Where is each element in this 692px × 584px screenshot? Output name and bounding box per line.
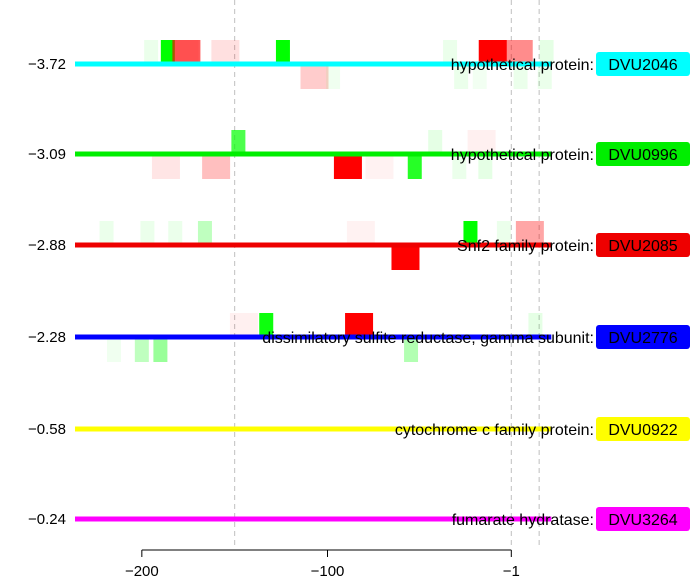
binding-site-mark (537, 65, 552, 89)
binding-site-mark (528, 313, 543, 337)
gene-description-label: cytochrome c family protein: (395, 422, 594, 439)
gene-score-label: −2.88 (28, 237, 66, 254)
binding-site-mark (202, 155, 231, 179)
binding-site-mark (333, 155, 362, 179)
binding-site-mark (454, 65, 469, 89)
gene-id-badge (596, 233, 690, 257)
binding-site-mark (211, 40, 240, 64)
binding-site-mark (229, 313, 258, 337)
binding-site-mark (168, 221, 183, 245)
binding-site-mark (151, 155, 180, 179)
binding-site-mark (428, 130, 443, 154)
gene-score-label: −2.28 (28, 329, 66, 346)
gene-id-badge (596, 507, 690, 531)
binding-site-mark (452, 155, 467, 179)
binding-site-mark (197, 221, 212, 245)
binding-site-mark (259, 313, 274, 337)
gene-score-label: −3.09 (28, 146, 66, 163)
gene-id-badge (596, 52, 690, 76)
binding-site-mark (144, 40, 159, 64)
binding-site-mark (467, 130, 496, 154)
x-tick-label: −100 (311, 563, 345, 580)
binding-site-mark (496, 221, 511, 245)
gene-id-label: DVU0922 (608, 422, 677, 439)
binding-site-mark (463, 221, 478, 245)
gene-score-label: −0.58 (28, 421, 66, 438)
binding-site-mark (106, 338, 121, 362)
binding-site-mark (391, 246, 420, 270)
binding-site-mark (365, 155, 394, 179)
gene-id-label: DVU2085 (608, 238, 677, 255)
binding-site-mark (172, 40, 201, 64)
binding-site-mark (275, 40, 290, 64)
binding-site-mark (160, 40, 175, 64)
gene-id-label: DVU0996 (608, 147, 677, 164)
gene-score-label: −3.72 (28, 56, 66, 73)
binding-site-mark (504, 40, 533, 64)
binding-site-mark (443, 40, 458, 64)
binding-site-mark (153, 338, 168, 362)
gene-description-label: hypothetical protein: (451, 147, 594, 164)
binding-site-mark (326, 65, 341, 89)
gene-score-label: −0.24 (28, 511, 66, 528)
binding-site-mark (539, 40, 554, 64)
gene-id-label: DVU2776 (608, 330, 677, 347)
gene-description-label: hypothetical protein: (451, 57, 594, 74)
gene-id-label: DVU3264 (608, 512, 677, 529)
x-tick-label: −200 (125, 563, 159, 580)
binding-site-mark (407, 155, 422, 179)
binding-site-mark (515, 221, 544, 245)
gene-id-badge (596, 325, 690, 349)
gene-description-label: Snf2 family protein: (457, 238, 594, 255)
binding-site-mark (513, 65, 528, 89)
gene-id-badge (596, 417, 690, 441)
gene-description-label: dissimilatory sulfite reductase, gamma s… (262, 330, 594, 347)
binding-site-mark (134, 338, 149, 362)
x-tick-label: −1 (503, 563, 520, 580)
binding-site-mark (346, 221, 375, 245)
gene-description-label: fumarate hydratase: (452, 512, 594, 529)
binding-site-mark (472, 65, 487, 89)
binding-site-mark (478, 155, 493, 179)
gene-id-badge (596, 142, 690, 166)
binding-site-mark (300, 65, 329, 89)
gene-id-label: DVU2046 (608, 57, 677, 74)
binding-site-mark (404, 338, 419, 362)
binding-site-mark (99, 221, 114, 245)
binding-site-mark (478, 40, 507, 64)
binding-site-mark (140, 221, 155, 245)
binding-site-mark (231, 130, 246, 154)
binding-site-mark (345, 313, 374, 337)
